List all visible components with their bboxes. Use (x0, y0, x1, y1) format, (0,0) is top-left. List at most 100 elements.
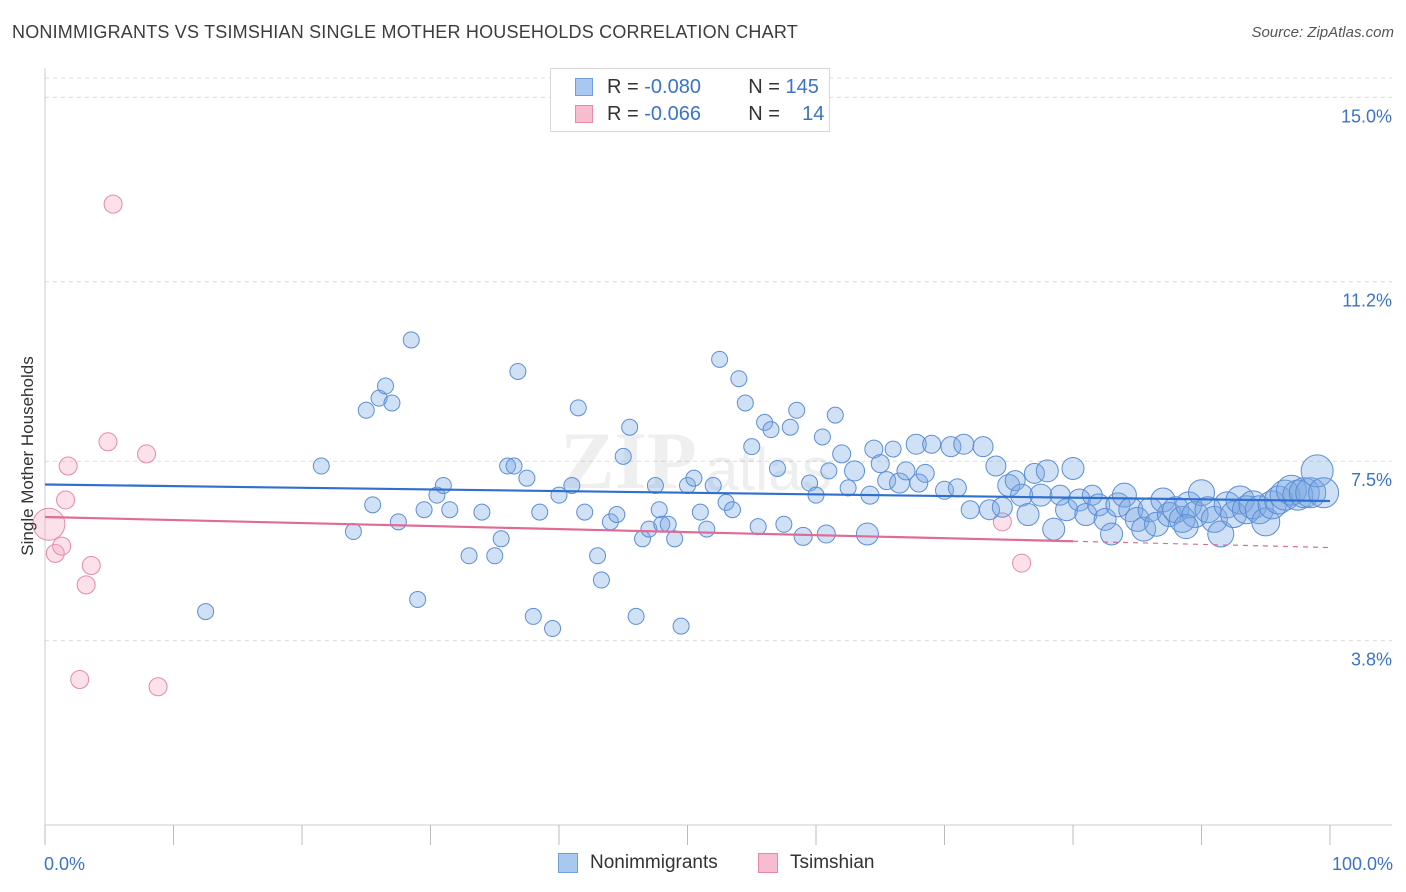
y-axis-label: Single Mother Households (18, 356, 37, 556)
legend-swatch-blue (575, 78, 593, 96)
nonimmigrants-point (415, 501, 433, 519)
trend-layer (44, 483, 1331, 549)
tsimshian-point (103, 194, 123, 214)
nonimmigrants-point (704, 476, 722, 494)
nonimmigrants-point (344, 523, 362, 541)
nonimmigrants-point (389, 513, 407, 531)
nonimmigrants-point (486, 547, 504, 565)
nonimmigrants-point (839, 479, 857, 497)
series-legend: Nonimmigrants Tsimshian (0, 852, 1406, 878)
legend-item-tsimshian: Tsimshian (758, 852, 874, 874)
nonimmigrants-point (659, 515, 677, 533)
tsimshian-point (45, 543, 65, 563)
tsimshian-point (992, 512, 1012, 532)
nonimmigrants-point (717, 493, 735, 511)
tsimshian-point (137, 444, 157, 464)
nonimmigrants-point (788, 401, 806, 419)
nonimmigrants-point (608, 506, 626, 524)
nonimmigrants-point (646, 476, 664, 494)
nonimmigrants-point (1010, 483, 1034, 507)
nonimmigrants-point (1074, 503, 1098, 527)
legend-label-nonimmigrants: Nonimmigrants (590, 852, 718, 873)
nonimmigrants-point (985, 455, 1007, 477)
nonimmigrants-point (509, 362, 527, 380)
nonimmigrants-point (947, 478, 967, 498)
tsimshian-point (1012, 553, 1032, 573)
nonimmigrants-point (1049, 484, 1071, 506)
legend-swatch-blue (558, 853, 578, 873)
legend-swatch-pink (575, 105, 593, 123)
nonimmigrants-point (505, 457, 523, 475)
nonimmigrants-point (531, 503, 549, 521)
nonimmigrants-point (1004, 470, 1026, 492)
tsimshian-trendline-extension (1072, 540, 1331, 549)
nonimmigrants-point (775, 515, 793, 533)
tsimshian-points (32, 194, 1032, 697)
nonimmigrants-point (896, 461, 916, 481)
nonimmigrants-point (940, 436, 962, 458)
zipatlas-watermark: ZIP atlas (560, 415, 832, 506)
nonimmigrants-point (743, 438, 761, 456)
svg-text:atlas: atlas (705, 436, 832, 503)
nonimmigrants-point (1144, 511, 1170, 537)
nonimmigrants-point (991, 496, 1013, 518)
nonimmigrants-point (781, 418, 799, 436)
tsimshian-point (148, 677, 168, 697)
tsimshian-point (81, 555, 101, 575)
legend-n-label: N = (748, 102, 780, 125)
axis-layer (44, 68, 1392, 845)
nonimmigrants-point (672, 617, 690, 635)
nonimmigrants-point (816, 524, 836, 544)
nonimmigrants-point (650, 501, 668, 519)
nonimmigrants-point (589, 547, 607, 565)
nonimmigrants-point (1111, 482, 1137, 508)
nonimmigrants-point (922, 434, 942, 454)
nonimmigrants-point (877, 471, 897, 491)
legend-row-tsimshian: R = -0.066 N = 14 (575, 102, 824, 126)
tsimshian-point (76, 575, 96, 595)
nonimmigrants-point (666, 530, 684, 548)
chart-title: NONIMMIGRANTS VS TSIMSHIAN SINGLE MOTHER… (12, 22, 798, 42)
nonimmigrants-point (1173, 514, 1199, 540)
nonimmigrants-point (909, 473, 929, 493)
nonimmigrants-point (1131, 516, 1157, 542)
legend-swatch-pink (758, 853, 778, 873)
nonimmigrants-point (972, 436, 994, 458)
nonimmigrants-point (473, 503, 491, 521)
nonimmigrants-point (544, 620, 562, 638)
legend-item-nonimmigrants: Nonimmigrants (558, 852, 718, 874)
nonimmigrants-point (357, 401, 375, 419)
legend-r-label: R = (607, 102, 639, 125)
nonimmigrants-point (627, 607, 645, 625)
nonimmigrants-point (377, 377, 395, 395)
legend-row-nonimmigrants: R = -0.080 N = 145 (575, 75, 819, 99)
nonimmigrants-point (826, 406, 844, 424)
tsimshian-trendline (44, 515, 1074, 543)
nonimmigrants-point (434, 476, 452, 494)
nonimmigrants-point (1081, 484, 1103, 506)
nonimmigrants-point (1016, 503, 1040, 527)
x-tick-label: 0.0% (44, 854, 85, 874)
nonimmigrants-point (409, 590, 427, 608)
nonimmigrants-point (855, 522, 879, 546)
nonimmigrants-point (364, 496, 382, 514)
nonimmigrants-point (1251, 507, 1281, 537)
nonimmigrants-point (460, 547, 478, 565)
tsimshian-point (58, 456, 78, 476)
legend-r-value: -0.066 (644, 102, 701, 125)
nonimmigrants-point (518, 469, 536, 487)
nonimmigrants-point (756, 413, 774, 431)
nonimmigrants-point (197, 603, 215, 621)
nonimmigrants-point (905, 433, 927, 455)
nonimmigrants-point (383, 394, 401, 412)
y-tick-label: 3.8% (1351, 650, 1392, 670)
legend-r-label: R = (607, 75, 639, 98)
nonimmigrants-point (1042, 517, 1066, 541)
nonimmigrants-point (1087, 493, 1111, 517)
nonimmigrants-point (428, 486, 446, 504)
nonimmigrants-point (723, 501, 741, 519)
nonimmigrants-point (1300, 454, 1334, 488)
nonimmigrants-point (576, 503, 594, 521)
nonimmigrants-point (1055, 498, 1079, 522)
